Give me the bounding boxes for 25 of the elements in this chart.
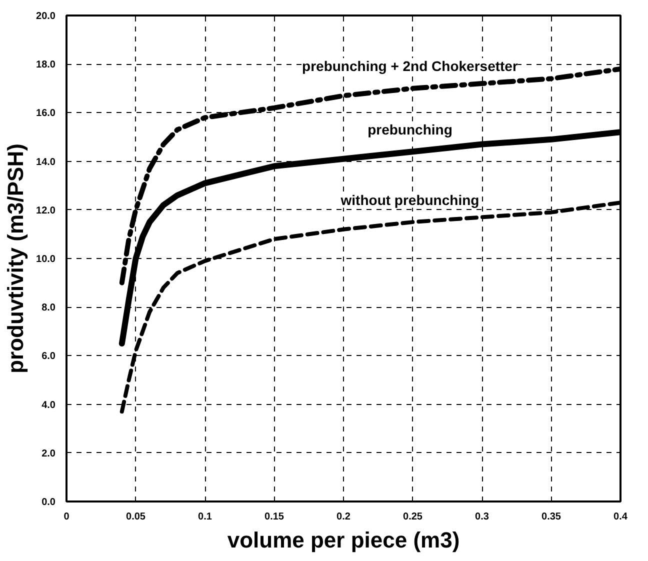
y-tick-label: 16.0: [36, 108, 56, 120]
y-tick-label: 20.0: [36, 11, 56, 22]
series-label: prebunching + 2nd Chokersetter: [302, 58, 518, 74]
x-tick-label: 0.35: [542, 512, 562, 522]
y-tick-label: 2.0: [42, 448, 56, 460]
y-tick-label: 10.0: [36, 254, 56, 265]
series-label: without prebunching: [340, 192, 480, 208]
y-tick-label: 14.0: [36, 156, 56, 168]
x-tick-label: 0.2: [336, 512, 351, 522]
x-tick-label: 0.3: [475, 512, 490, 522]
x-tick-label: 0.15: [264, 512, 284, 522]
y-tick-label: 0.0: [42, 497, 56, 508]
y-tick-label: 8.0: [42, 302, 56, 314]
y-tick-label: 6.0: [42, 351, 56, 362]
series-label: prebunching: [368, 121, 452, 138]
x-tick-label: 0.1: [198, 512, 212, 522]
y-tick-label: 12.0: [36, 205, 56, 216]
y-tick-label: 18.0: [36, 60, 56, 71]
x-tick-label: 0.25: [403, 512, 423, 522]
x-axis-title: volume per piece (m3): [227, 528, 460, 552]
y-tick-label: 4.0: [42, 400, 56, 411]
x-tick-label: 0.4: [614, 512, 628, 522]
y-axis-title: produvtivity (m3/PSH): [3, 144, 28, 374]
x-tick-label: 0.05: [126, 512, 146, 522]
x-tick-label: 0: [64, 512, 70, 522]
